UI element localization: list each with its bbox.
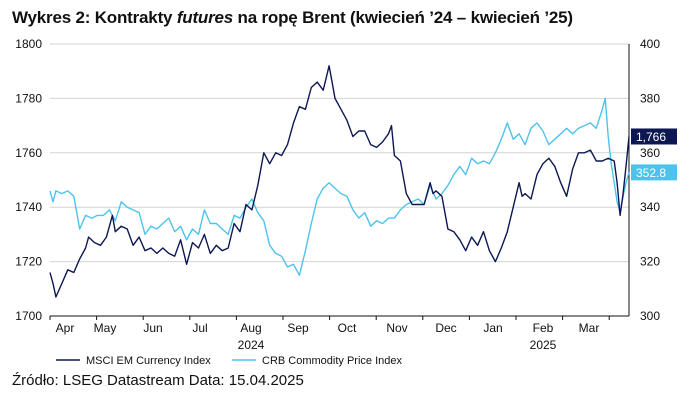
x-tick-label: Jul <box>192 321 207 335</box>
x-tick-label: Feb <box>533 321 554 335</box>
x-tick-label: Apr <box>56 321 75 335</box>
msci-last-value-badge <box>631 128 677 145</box>
x-tick-label: Jan <box>483 321 502 335</box>
chart-last-value-badges: 1,766 352.8 <box>631 128 677 181</box>
x-tick-label: Aug <box>240 321 261 335</box>
x-year-label: 2025 <box>530 338 557 352</box>
y-left-tick-label: 1800 <box>15 37 42 51</box>
last-value-label: 352.8 <box>636 166 666 180</box>
y-right-tick-label: 340 <box>640 200 660 214</box>
y-right-tick-label: 400 <box>640 37 660 51</box>
legend-label: MSCI EM Currency Index <box>86 355 211 367</box>
y-left-tick-label: 1740 <box>15 200 42 214</box>
y-right-tick-label: 360 <box>640 146 660 160</box>
y-right-tick-label: 380 <box>640 91 660 105</box>
chart-series <box>49 65 630 298</box>
chart-tick-labels: 1700 1720 1740 1760 1780 1800 300 320 340 360 380 4… <box>15 37 660 352</box>
x-tick-label: Dec <box>435 321 456 335</box>
chart-title-italic: futures <box>176 8 234 27</box>
last-value-label: 1,766 <box>636 130 666 144</box>
y-left-tick-label: 1720 <box>15 255 42 269</box>
y-left-tick-label: 1780 <box>15 91 42 105</box>
x-tick-label: Sep <box>287 321 309 335</box>
x-tick-label: Jun <box>143 321 162 335</box>
x-tick-label: Mar <box>579 321 600 335</box>
y-right-tick-label: 300 <box>640 309 660 323</box>
chart-title: Wykres 2: Kontrakty futures na ropę Bren… <box>12 8 573 28</box>
x-year-label: 2024 <box>238 338 265 352</box>
y-right-tick-label: 320 <box>640 255 660 269</box>
y-left-tick-label: 1700 <box>15 309 42 323</box>
msci-em-currency-line <box>49 65 630 298</box>
x-tick-label: May <box>94 321 117 335</box>
chart-axes <box>49 44 630 320</box>
chart-gridlines <box>50 43 629 263</box>
chart-title-suffix: na ropę Brent (kwiecień ’24 – kwiecień ’… <box>233 8 574 27</box>
chart-title-prefix: Wykres 2: Kontrakty <box>12 8 177 27</box>
x-tick-label: Nov <box>386 321 407 335</box>
source-note: Źródło: LSEG Datastream Data: 15.04.2025 <box>12 372 304 389</box>
chart-legend: MSCI EM Currency Index CRB Commodity Pric… <box>56 355 402 367</box>
crb-last-value-badge <box>631 164 677 181</box>
legend-label: CRB Commodity Price Index <box>262 355 402 367</box>
x-tick-label: Oct <box>338 321 357 335</box>
crb-commodity-line <box>49 97 630 276</box>
y-left-tick-label: 1760 <box>15 146 42 160</box>
